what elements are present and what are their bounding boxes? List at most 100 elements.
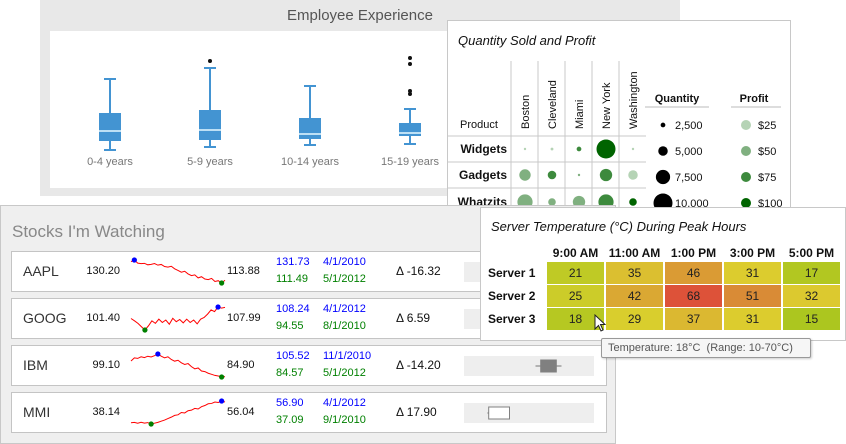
sparkline-line — [130, 400, 226, 425]
low-value: 111.49 — [276, 273, 309, 285]
high-value: 108.24 — [276, 303, 310, 315]
start-price: 99.10 — [92, 359, 120, 371]
bubble — [519, 169, 531, 181]
column-header: 9:00 AM — [552, 246, 599, 260]
outlier-point — [208, 59, 212, 63]
sparkline-line — [130, 353, 226, 378]
profit-legend-dot — [741, 172, 751, 182]
sparkline — [130, 351, 226, 380]
bubble — [599, 168, 613, 182]
low-value: 37.09 — [276, 414, 304, 426]
column-header: New York — [601, 82, 613, 129]
end-price: 107.99 — [227, 312, 261, 324]
bubble — [629, 198, 637, 206]
mouse-cursor-icon — [594, 314, 607, 332]
bubble — [523, 147, 527, 151]
heatmap-cell: 25 — [547, 285, 604, 307]
outlier-point — [408, 89, 412, 93]
heatmap-cell: 68 — [665, 285, 722, 307]
high-value: 56.90 — [276, 397, 304, 409]
high-date: 4/1/2010 — [323, 256, 366, 268]
row-label: Widgets — [460, 142, 507, 156]
quantity-legend-label: 2,500 — [675, 120, 703, 132]
heatmap-cell: 46 — [665, 262, 722, 284]
quantity-legend-label: 5,000 — [675, 146, 703, 158]
range-bar — [464, 403, 594, 423]
profit-legend-dot — [741, 146, 751, 156]
column-header: Boston — [520, 95, 532, 129]
bubble — [547, 170, 557, 180]
low-date: 9/1/2010 — [323, 414, 366, 426]
quantity-legend-title: Quantity — [655, 93, 700, 105]
profit-legend-title: Profit — [740, 93, 769, 105]
low-value: 94.55 — [276, 320, 304, 332]
low-date: 5/1/2012 — [323, 273, 366, 285]
heatmap-title: Server Temperature (°C) During Peak Hour… — [491, 219, 747, 234]
high-marker — [131, 257, 137, 263]
sparkline — [130, 304, 226, 333]
box — [299, 118, 321, 139]
bubble — [628, 170, 638, 180]
range-box — [540, 359, 557, 373]
stocks-panel: Stocks I'm Watching AAPL 130.20 113.88 131.… — [0, 205, 616, 444]
product-header: Product — [460, 119, 498, 131]
bubble — [577, 173, 581, 177]
high-date: 11/1/2010 — [323, 350, 372, 362]
row-label: Server 2 — [488, 289, 536, 303]
low-date: 5/1/2012 — [323, 367, 366, 379]
category-label: 5-9 years — [187, 156, 233, 168]
end-price: 84.90 — [227, 359, 255, 371]
start-price: 38.14 — [92, 406, 120, 418]
quantity-profit-panel: Quantity Sold and Profit Product Boston C… — [447, 20, 791, 211]
heatmap-cell: 35 — [606, 262, 663, 284]
employee-experience-title: Employee Experience — [287, 7, 433, 24]
heatmap-cell: 42 — [606, 285, 663, 307]
high-date: 4/1/2012 — [323, 397, 366, 409]
heatmap-cell: 21 — [547, 262, 604, 284]
high-marker — [155, 351, 161, 357]
bubble — [631, 147, 635, 151]
box-plot-area: 0-4 years 5-9 years 10-14 years 15-19 years — [50, 31, 460, 188]
heatmap-cell: 32 — [783, 285, 840, 307]
heatmap-cell: 17 — [783, 262, 840, 284]
profit-legend-label: $25 — [758, 120, 776, 132]
outlier-point — [408, 62, 412, 66]
change-value: Δ -14.20 — [396, 358, 441, 372]
bubble-matrix-svg: Boston Cleveland Miami New York Washington Wi… — [448, 61, 782, 211]
low-date: 8/1/2010 — [323, 320, 366, 332]
ticker: GOOG — [23, 310, 67, 326]
quantity-legend-dot — [655, 169, 671, 185]
high-value: 105.52 — [276, 350, 310, 362]
range-bar-svg — [487, 406, 510, 420]
range-box — [488, 406, 510, 420]
end-price: 113.88 — [227, 265, 260, 277]
tooltip: Temperature: 18°C (Range: 10-70°C) — [601, 338, 811, 358]
category-label: 0-4 years — [87, 156, 133, 168]
profit-legend-dot — [741, 198, 751, 208]
category-label: 15-19 years — [381, 156, 440, 168]
start-price: 130.20 — [86, 265, 120, 277]
heatmap-cell: 51 — [724, 285, 781, 307]
change-value: Δ 17.90 — [396, 405, 437, 419]
column-header: Washington — [628, 71, 640, 129]
box-plot-svg: 0-4 years 5-9 years 10-14 years 15-19 years — [87, 56, 440, 168]
bubble — [550, 147, 554, 151]
start-price: 101.40 — [86, 312, 120, 324]
profit-legend-dot — [741, 120, 751, 130]
box — [199, 110, 221, 140]
column-header: 11:00 AM — [608, 246, 661, 260]
box-3: 15-19 years — [381, 56, 440, 168]
range-bar-svg — [535, 359, 562, 373]
ticker: AAPL — [23, 263, 59, 279]
box-0: 0-4 years — [87, 78, 133, 168]
profit-legend-label: $75 — [758, 172, 776, 184]
high-marker — [219, 398, 225, 404]
quantity-legend-dot — [653, 193, 673, 211]
low-marker — [219, 280, 225, 286]
sparkline — [130, 398, 226, 427]
outlier-point — [408, 92, 412, 96]
low-marker — [142, 327, 148, 333]
low-value: 84.57 — [276, 367, 304, 379]
low-marker — [219, 374, 225, 380]
box-2: 10-14 years — [281, 85, 340, 168]
